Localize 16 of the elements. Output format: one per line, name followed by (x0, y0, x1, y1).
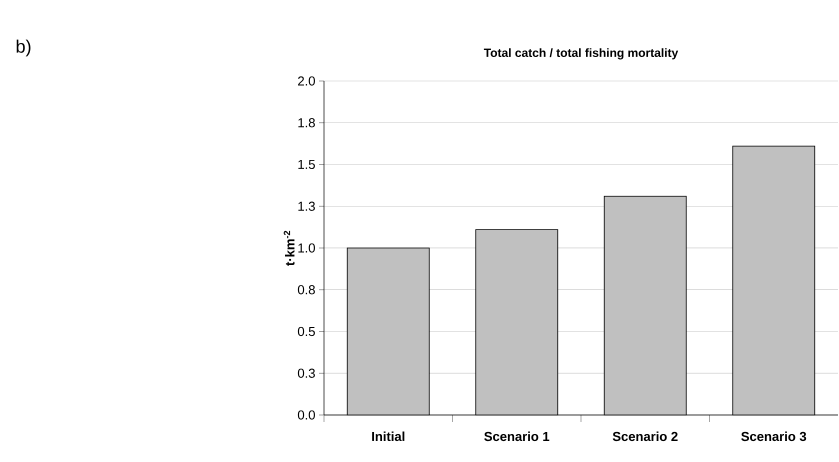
y-tick-label: 1.8 (298, 118, 315, 128)
y-tick-label: 0.3 (298, 368, 315, 378)
y-tick-label: 1.0 (298, 243, 315, 253)
y-tick-label: 2.0 (298, 76, 315, 86)
chart-title: Total catch / total fishing mortality (484, 48, 678, 60)
text: b) (16, 40, 30, 56)
y-tick-label: 0.5 (298, 326, 315, 336)
x-tick-label: Scenario 1 (484, 432, 550, 442)
x-tick-label: Scenario 3 (741, 432, 806, 442)
x-tick-label: Scenario 2 (612, 432, 678, 442)
y-tick-label: 1.3 (298, 202, 315, 211)
y-tick-label: 1.5 (298, 160, 315, 170)
y-tick-label: 0.8 (298, 285, 315, 294)
x-tick-label: Initial (372, 432, 404, 442)
y-axis-title: t·km$^{-2}$ (284, 230, 295, 266)
y-tick-label: 0.0 (298, 410, 315, 420)
